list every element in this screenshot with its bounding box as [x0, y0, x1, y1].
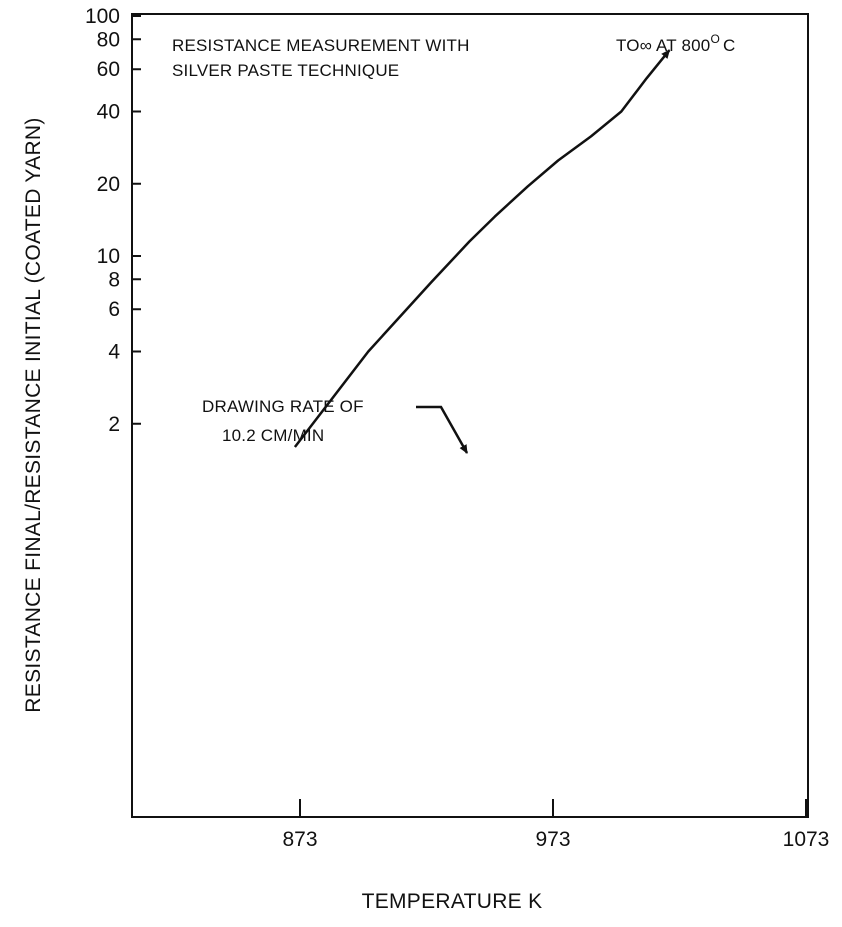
- y-tick-label: 4: [108, 341, 120, 364]
- measurement-note-line-2: SILVER PASTE TECHNIQUE: [172, 61, 399, 80]
- series-line: [293, 49, 671, 448]
- infinity-note: TO∞ AT 800O C: [616, 32, 735, 55]
- measurement-note-line-1: RESISTANCE MEASUREMENT WITH: [172, 36, 470, 55]
- y-tick-label: 6: [108, 298, 120, 321]
- y-tick-label: 100: [85, 5, 120, 28]
- x-axis-label: TEMPERATURE K: [362, 890, 543, 913]
- drawing-rate-note-line-2: 10.2 CM/MIN: [222, 426, 324, 445]
- plot-frame: [131, 13, 809, 818]
- series-group: [293, 49, 671, 448]
- y-tick-label: 60: [97, 58, 120, 81]
- infinity-note-unit: C: [723, 36, 735, 55]
- y-axis-label: RESISTANCE FINAL/RESISTANCE INITIAL (COA…: [22, 117, 45, 712]
- x-axis-ticks: 873 973 1073: [282, 799, 829, 851]
- x-tick-label: 1073: [783, 828, 830, 851]
- drawing-rate-note-line-1: DRAWING RATE OF: [202, 397, 364, 416]
- y-tick-label: 8: [108, 268, 120, 291]
- y-tick-label: 40: [97, 101, 120, 124]
- drawing-rate-leader-arrow: [416, 405, 469, 454]
- y-tick-label: 80: [97, 28, 120, 51]
- x-tick-label: 873: [282, 828, 317, 851]
- y-tick-label: 20: [97, 173, 120, 196]
- y-tick-label: 2: [108, 413, 120, 436]
- y-tick-label: 10: [97, 245, 120, 268]
- infinity-note-text: TO∞ AT 800: [616, 36, 710, 55]
- degree-symbol: O: [710, 32, 720, 46]
- x-tick-label: 973: [535, 828, 570, 851]
